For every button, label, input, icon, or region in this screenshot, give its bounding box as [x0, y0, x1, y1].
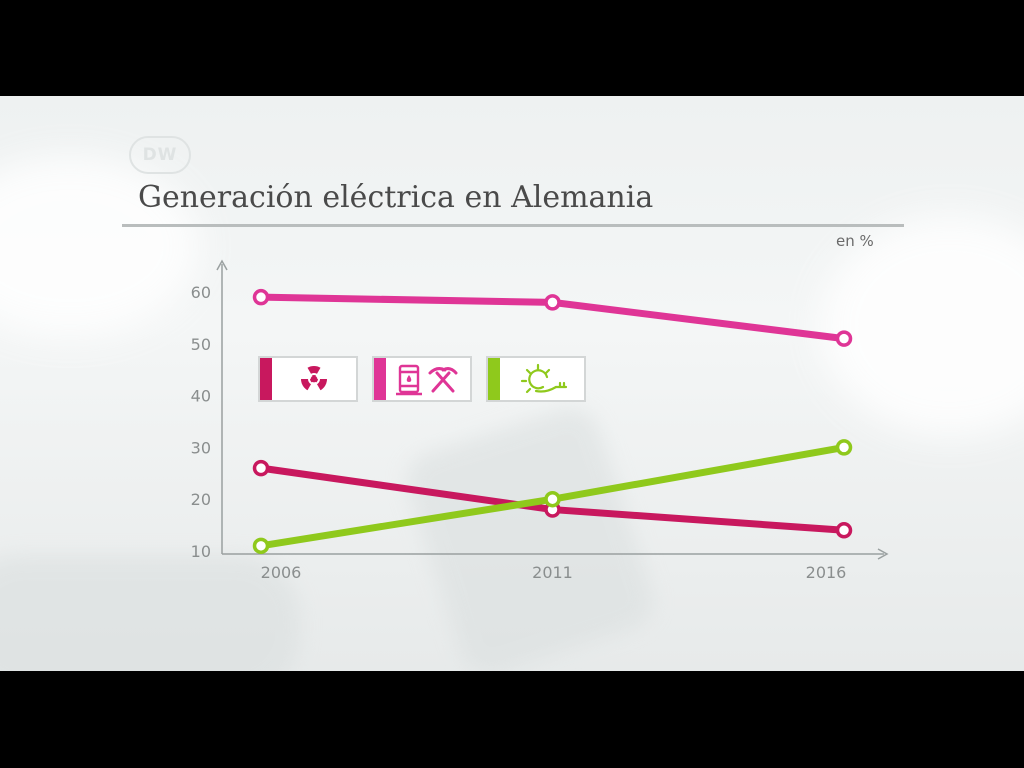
legend-item-fossil	[372, 356, 472, 402]
title-divider	[122, 224, 904, 227]
y-tick-label: 20	[191, 490, 211, 509]
legend-swatch	[488, 358, 500, 400]
chart-axes	[216, 259, 889, 560]
data-point	[835, 522, 853, 539]
y-tick-label: 40	[191, 387, 211, 406]
x-tick-label: 2011	[532, 563, 573, 582]
x-tick-label: 2016	[806, 563, 847, 582]
background-blur	[820, 216, 1024, 436]
y-axis-arrow	[216, 259, 228, 271]
legend-item-nuclear	[258, 356, 358, 402]
y-axis-ticks: 60 50 40 30 20 10	[191, 283, 211, 561]
x-axis-ticks: 2006 2011 2016	[261, 563, 847, 582]
data-point	[835, 439, 853, 456]
y-tick-label: 10	[191, 542, 211, 561]
legend-swatch	[260, 358, 272, 400]
data-point	[252, 537, 270, 555]
background-blur	[0, 156, 200, 336]
background-blur	[0, 556, 300, 671]
oil-barrel-hammer-pick-icon	[396, 364, 458, 396]
data-point	[252, 288, 270, 306]
dw-logo: DW	[129, 136, 191, 174]
y-tick-label: 50	[191, 335, 211, 354]
chart-series	[252, 288, 853, 555]
video-frame: DW Generación eléctrica en Alemania en %…	[0, 96, 1024, 671]
chart-title: Generación eléctrica en Alemania	[138, 180, 654, 215]
y-tick-label: 60	[191, 283, 211, 302]
sun-plug-icon	[520, 363, 568, 394]
radiation-icon	[300, 365, 328, 391]
x-axis-arrow	[877, 548, 889, 560]
series-oil-barrel-hammer-pick	[252, 288, 853, 347]
data-point	[835, 330, 853, 347]
x-tick-label: 2006	[261, 563, 302, 582]
legend-swatch	[374, 358, 386, 400]
legend-item-renewables	[486, 356, 586, 402]
series-sun-plug	[252, 439, 853, 555]
data-point	[252, 459, 270, 477]
y-tick-label: 30	[191, 438, 211, 457]
data-point	[544, 490, 561, 508]
unit-label: en %	[836, 232, 874, 250]
line-chart: 60 50 40 30 20 10 2006 2011 2016	[191, 259, 889, 582]
data-point	[544, 294, 561, 311]
